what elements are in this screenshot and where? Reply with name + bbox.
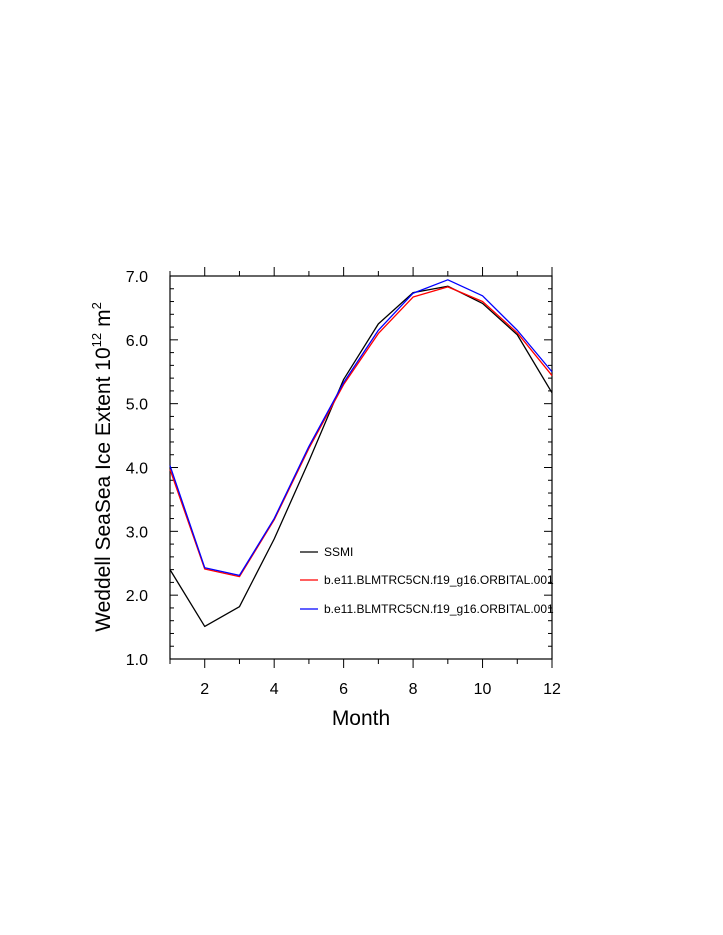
x-tick-label: 10: [474, 681, 492, 698]
y-tick-label: 5.0: [126, 397, 148, 414]
series-lines: [169, 279, 553, 628]
x-tick-label: 12: [543, 681, 561, 698]
y-axis-title-unit-exponent: 2: [89, 302, 104, 309]
x-tick-label: 4: [270, 681, 279, 698]
x-tick-label: 8: [409, 681, 418, 698]
y-axis-title-unit: m: [92, 309, 115, 327]
y-axis-title-text: Weddell SeaSea Ice Extent 10: [92, 347, 115, 631]
legend-label-2: b.e11.BLMTRC5CN.f19_g16.ORBITAL.001: [324, 573, 554, 587]
x-axis-title: Month: [332, 707, 390, 730]
y-axis: 1.0 2.0 3.0 4.0 5.0 6.0 7.0: [126, 269, 552, 669]
y-tick-label: 6.0: [126, 333, 148, 350]
y-tick-label: 1.0: [126, 652, 148, 669]
legend: SSMIb.e11.BLMTRC5CN.f19_g16.ORBITAL.001b…: [300, 545, 554, 616]
y-tick-label: 2.0: [126, 588, 148, 605]
series-line-3: [169, 279, 553, 577]
series-line-2: [169, 286, 553, 578]
x-axis: 2 4 6 8 10 12: [169, 267, 561, 698]
y-tick-label: 7.0: [126, 269, 148, 286]
x-tick-label: 2: [200, 681, 209, 698]
legend-label-1: SSMI: [324, 545, 353, 559]
series-line-1: [169, 285, 553, 628]
y-axis-title: Weddell SeaSea Ice Extent 1012 m2: [89, 302, 115, 632]
x-tick-label: 6: [339, 681, 348, 698]
y-tick-label: 3.0: [126, 524, 148, 541]
y-axis-title-exponent: 12: [89, 333, 104, 347]
legend-label-3: b.e11.BLMTRC5CN.f19_g16.ORBITAL.001: [324, 602, 554, 616]
y-tick-label: 4.0: [126, 461, 148, 478]
